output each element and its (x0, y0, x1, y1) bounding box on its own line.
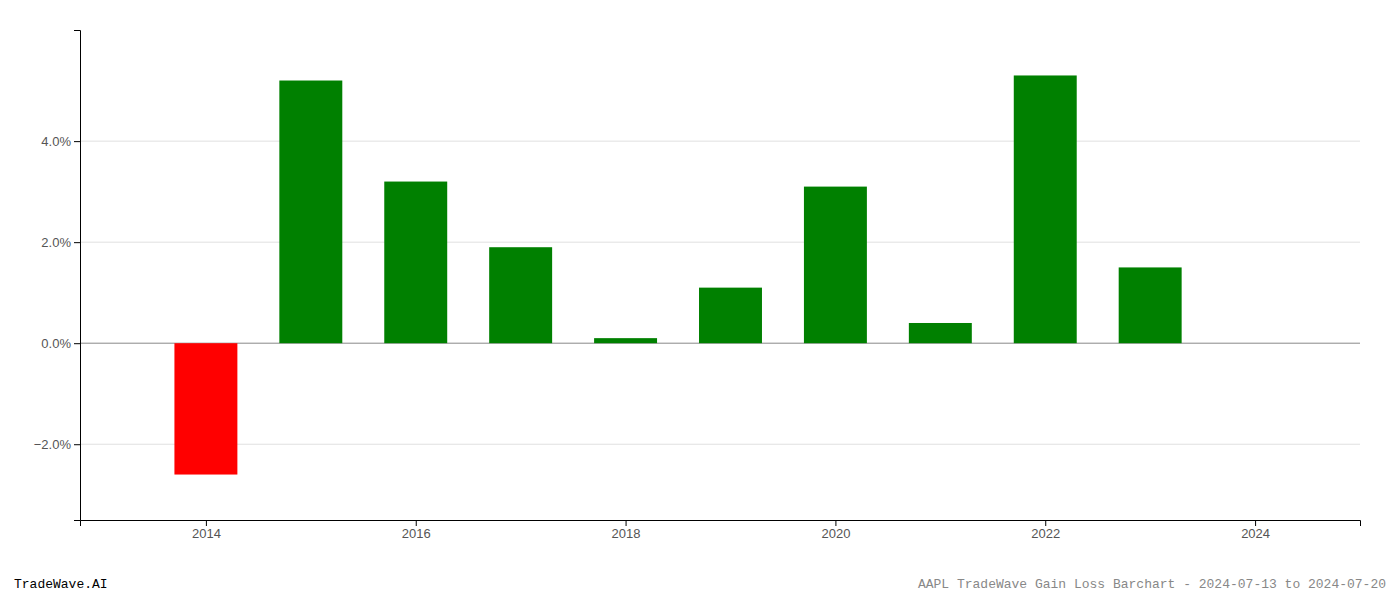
bar (804, 187, 867, 344)
x-tick-label: 2018 (612, 526, 641, 541)
grid (80, 141, 1360, 444)
x-tick-label: 2020 (821, 526, 850, 541)
x-tick-mark (1045, 520, 1046, 526)
x-axis-line (81, 521, 1361, 527)
grid-line (80, 242, 1360, 243)
x-tick: 2014 (192, 520, 221, 541)
bar (279, 81, 342, 344)
x-tick-mark (1255, 520, 1256, 526)
y-tick: 0.0% (41, 336, 80, 351)
bar (699, 288, 762, 344)
y-tick-mark (74, 343, 80, 344)
x-tick-label: 2022 (1031, 526, 1060, 541)
x-tick-mark (206, 520, 207, 526)
y-tick-label: 4.0% (41, 134, 71, 149)
y-tick: 2.0% (41, 235, 80, 250)
bar (384, 182, 447, 344)
x-tick-mark (626, 520, 627, 526)
bars (174, 75, 1181, 474)
y-axis: −2.0% 0.0% 2.0% 4.0% (34, 31, 81, 521)
chart: 2014 2016 2018 2020 2022 2024 −2.0% 0.0% 2.0% 4.0… (0, 0, 1400, 600)
x-tick-mark (835, 520, 836, 526)
footer-left: TradeWave.AI (14, 577, 108, 592)
bar (1119, 267, 1182, 343)
bar (594, 338, 657, 343)
x-tick: 2024 (1241, 520, 1270, 541)
x-tick: 2018 (612, 520, 641, 541)
x-tick: 2020 (821, 520, 850, 541)
y-tick-mark (74, 242, 80, 243)
x-tick-label: 2016 (402, 526, 431, 541)
y-tick-mark (74, 444, 80, 445)
bar (909, 323, 972, 343)
bar (174, 343, 237, 474)
bar (1014, 75, 1077, 343)
y-tick-mark (74, 141, 80, 142)
x-tick-mark (416, 520, 417, 526)
y-tick: 4.0% (41, 134, 80, 149)
bar (489, 247, 552, 343)
plot: 2014 2016 2018 2020 2022 2024 −2.0% 0.0% 2.0% 4.0… (34, 31, 1361, 542)
x-tick: 2016 (402, 520, 431, 541)
x-tick-label: 2014 (192, 526, 221, 541)
x-axis: 2014 2016 2018 2020 2022 2024 (81, 520, 1361, 541)
grid-line (80, 141, 1360, 142)
footer-right: AAPL TradeWave Gain Loss Barchart - 2024… (918, 577, 1386, 592)
x-tick: 2022 (1031, 520, 1060, 541)
y-tick-label: 2.0% (41, 235, 71, 250)
y-axis-line (74, 31, 81, 521)
grid-line (80, 444, 1360, 445)
x-tick-label: 2024 (1241, 526, 1270, 541)
y-tick: −2.0% (34, 437, 80, 452)
y-tick-label: −2.0% (34, 437, 72, 452)
y-tick-label: 0.0% (41, 336, 71, 351)
